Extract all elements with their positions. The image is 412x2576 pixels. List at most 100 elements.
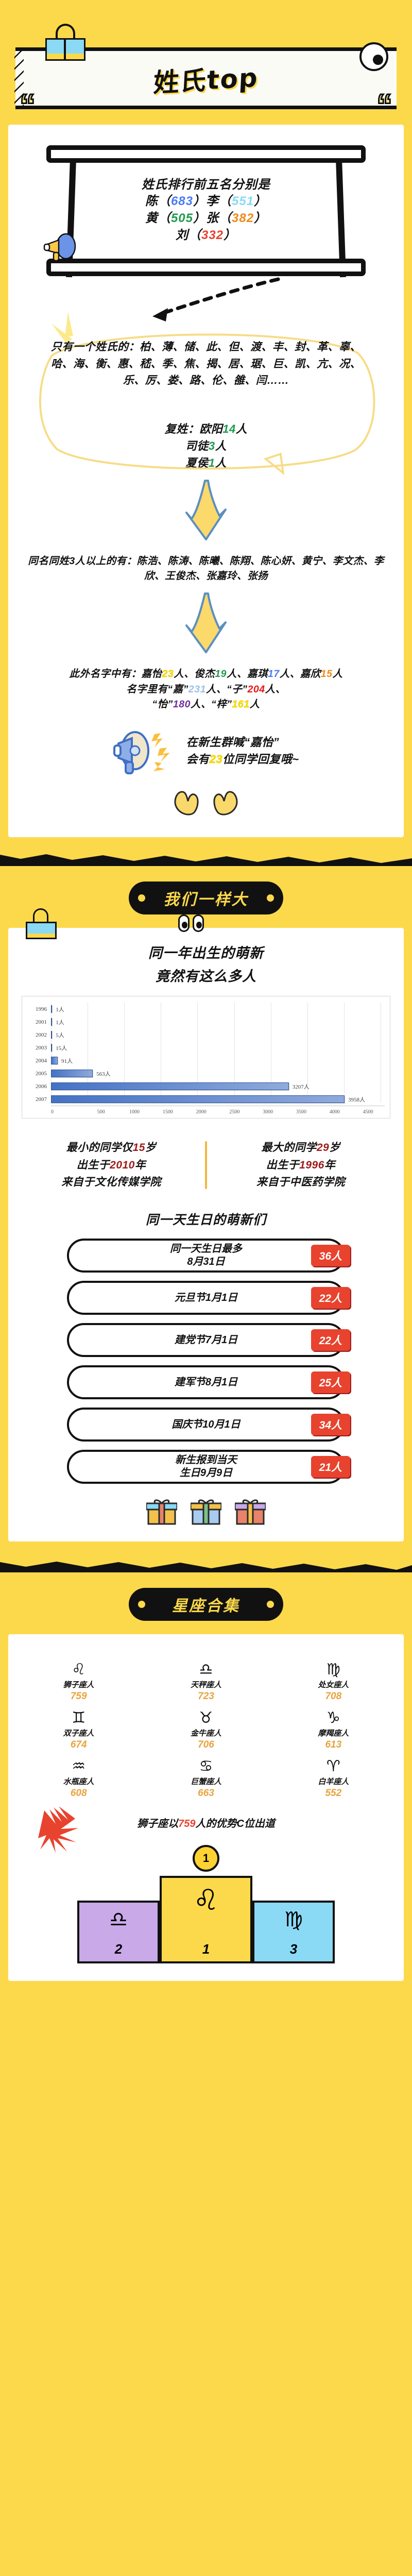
- chart-value-label: 15人: [56, 1045, 67, 1052]
- oldest-student: 最大的同学29岁 出生于1996年 来自于中医药学院: [207, 1139, 394, 1191]
- zodiac-symbol-icon: ♈: [326, 1758, 340, 1775]
- given-names-line-2: 名字里有“嘉”231人、“子”204人、: [126, 683, 286, 695]
- chart-bar-track: 563人: [51, 1067, 385, 1080]
- chart-category-label: 2003: [36, 1044, 47, 1051]
- chart-bar-row: 2003 15人: [27, 1041, 385, 1054]
- birthday-pill-label: 建党节7月1日: [174, 1334, 238, 1346]
- torn-edge-divider-2: [0, 1562, 412, 1573]
- chart-bar-track: 3207人: [51, 1080, 385, 1093]
- chart-bar-row: 2001 1人: [27, 1015, 385, 1028]
- birthday-pill-label: 建军节8月1日: [174, 1376, 238, 1388]
- chart-bar-track: 1人: [51, 1015, 385, 1028]
- megaphone-line-1: 在新生群喊“嘉怡”: [186, 735, 280, 749]
- zodiac-count: 552: [325, 1788, 342, 1799]
- chart-bar-row: 2002 5人: [27, 1028, 385, 1041]
- zodiac-name: 双子座人: [63, 1729, 94, 1738]
- quote-right-icon: “: [376, 88, 393, 125]
- age-extremes: 最小的同学仅15岁 出生于2010年 来自于文化传媒学院 最大的同学29岁 出生…: [18, 1139, 394, 1191]
- chart-bar: [51, 1095, 345, 1104]
- birthday-pill: 元旦节1月1日 22人: [67, 1281, 350, 1315]
- chart-category-label: 2005: [36, 1070, 47, 1077]
- chart-bar-row: 2004 91人: [27, 1054, 385, 1067]
- birthday-pill-list: 同一天生日最多 8月31日 36人 元旦节1月1日 22人 建党节7月1日 22人 建军节8月…: [18, 1239, 394, 1484]
- big-down-arrow-icon-2: [185, 592, 227, 653]
- section2-tag: 我们一样大: [129, 881, 283, 914]
- section2-heading-2: 竟然有这么多人: [156, 968, 256, 984]
- birthday-pill-count: 22人: [311, 1287, 350, 1309]
- podium-second-symbol: ♎: [109, 1908, 128, 1931]
- section-zodiac: 星座合集 ♌ 狮子座人 759 ♎ 天秤座人 723 ♍ 处女座人 708 ♊ 双子座人 674 ♉ 金牛…: [0, 1572, 412, 2002]
- chart-bar-track: 5人: [51, 1028, 385, 1041]
- zodiac-highlight-text: 狮子座以759人的优势C位出道: [137, 1818, 275, 1830]
- zodiac-cell: ♌ 狮子座人 759: [16, 1661, 141, 1702]
- zodiac-symbol-icon: ♍: [326, 1661, 340, 1679]
- podium-first-symbol: ♌: [193, 1884, 219, 1917]
- zodiac-symbol-icon: ♉: [199, 1709, 213, 1727]
- zodiac-name: 摩羯座人: [318, 1729, 349, 1738]
- chart-x-tick: 4000: [329, 1109, 340, 1115]
- sparkle-icon: [52, 312, 73, 344]
- zodiac-name: 天秤座人: [190, 1681, 221, 1690]
- chart-category-label: 2007: [36, 1096, 47, 1103]
- megaphone-icon: [43, 233, 76, 262]
- chart-value-label: 563人: [96, 1071, 111, 1077]
- birthday-pill-count: 22人: [311, 1329, 350, 1351]
- compound-line-1: 复姓：欧阳14人: [164, 422, 248, 435]
- chart-bar-row: 1996 1人: [27, 1003, 385, 1015]
- zodiac-cell: ♋ 巨蟹座人 663: [144, 1758, 268, 1799]
- podium-third: ♍ 3: [252, 1901, 335, 1964]
- zodiac-count: 706: [198, 1739, 214, 1751]
- youngest-line-3: 来自于文化传媒学院: [61, 1176, 161, 1189]
- section3-tag: 星座合集: [129, 1588, 283, 1621]
- zodiac-highlight: 狮子座以759人的优势C位出道: [38, 1806, 371, 1853]
- zodiac-name: 处女座人: [318, 1681, 349, 1690]
- zodiac-symbol-icon: ♒: [72, 1758, 86, 1775]
- compound-line-3: 夏侯1人: [185, 456, 227, 469]
- big-down-arrow-icon: [185, 479, 227, 540]
- section1-card: 姓氏排行前五名分别是 陈（683）李（551） 黄（505）张（382） 刘（3…: [8, 125, 404, 837]
- birthday-pill: 国庆节10月1日 34人: [67, 1408, 350, 1442]
- zodiac-count: 663: [198, 1788, 214, 1799]
- zodiac-count: 723: [198, 1691, 214, 1702]
- birthday-pill-label: 新生报到当天 生日9月9日: [175, 1454, 237, 1479]
- podium-first: ♌ 1: [160, 1876, 252, 1964]
- chart-gridlines: [51, 1003, 381, 1103]
- curved-dashed-arrow-icon: [152, 277, 280, 321]
- zodiac-cell: ♉ 金牛座人 706: [144, 1709, 268, 1751]
- chart-x-tick: 4500: [363, 1109, 373, 1115]
- chart-bar-row: 2007 3958人: [27, 1093, 385, 1106]
- chart-value-label: 3958人: [348, 1096, 365, 1103]
- section3-tag-label: 星座合集: [172, 1598, 240, 1615]
- chart-x-tick: 3500: [296, 1109, 306, 1115]
- section-birthdays: 我们一样大 同一年出生的萌新 竟然有这么多人 1996 1人 2001 1人 2002 5…: [0, 866, 412, 1560]
- chart-x-axis: 0 500 1000 1500 2000 2500 3000 3500 4000 4500: [51, 1106, 385, 1115]
- chart-x-tick: 2000: [196, 1109, 207, 1115]
- birthday-pill: 新生报到当天 生日9月9日 21人: [67, 1450, 350, 1484]
- birthday-pill: 建党节7月1日 22人: [67, 1323, 350, 1358]
- zodiac-symbol-icon: ♊: [72, 1709, 86, 1727]
- gift-box-icon-1: [146, 1499, 177, 1525]
- starburst-icon: [38, 1806, 78, 1853]
- compound-surname-block: 复姓：欧阳14人 司徒3人 夏侯1人: [21, 420, 391, 471]
- quote-left-icon: “: [19, 88, 37, 125]
- zodiac-count: 708: [325, 1691, 342, 1702]
- single-surname-text: 只有一个姓氏的：柏、薄、储、此、但、渡、丰、封、革、辜、哈、海、衡、惠、嵇、季、…: [51, 341, 361, 387]
- vertical-divider: [205, 1141, 207, 1189]
- zodiac-count: 759: [70, 1691, 87, 1702]
- podium-first-rank: 1: [202, 1941, 210, 1957]
- chart-category-label: 2001: [36, 1019, 47, 1025]
- zodiac-name: 金牛座人: [190, 1729, 221, 1738]
- zodiac-grid: ♌ 狮子座人 759 ♎ 天秤座人 723 ♍ 处女座人 708 ♊ 双子座人 674 ♉ 金牛座人 706…: [16, 1661, 396, 1799]
- chart-bar-track: 1人: [51, 1003, 385, 1015]
- birthday-pill-count: 25人: [311, 1371, 350, 1394]
- chart-bar: [51, 1082, 289, 1091]
- zodiac-cell: ♎ 天秤座人 723: [144, 1661, 268, 1702]
- youngest-line-2: 出生于2010年: [76, 1159, 146, 1171]
- infographic-page: 姓氏top “ “ 姓氏排行前五名分别是 陈（683）李（551）: [0, 24, 412, 2002]
- birthday-pill-count: 21人: [311, 1456, 350, 1478]
- chart-x-tick: 1500: [162, 1109, 173, 1115]
- zodiac-name: 狮子座人: [63, 1681, 94, 1690]
- medal-icon: 1: [193, 1845, 219, 1872]
- birthday-pill: 建军节8月1日 25人: [67, 1365, 350, 1400]
- chart-bar: [51, 1018, 53, 1026]
